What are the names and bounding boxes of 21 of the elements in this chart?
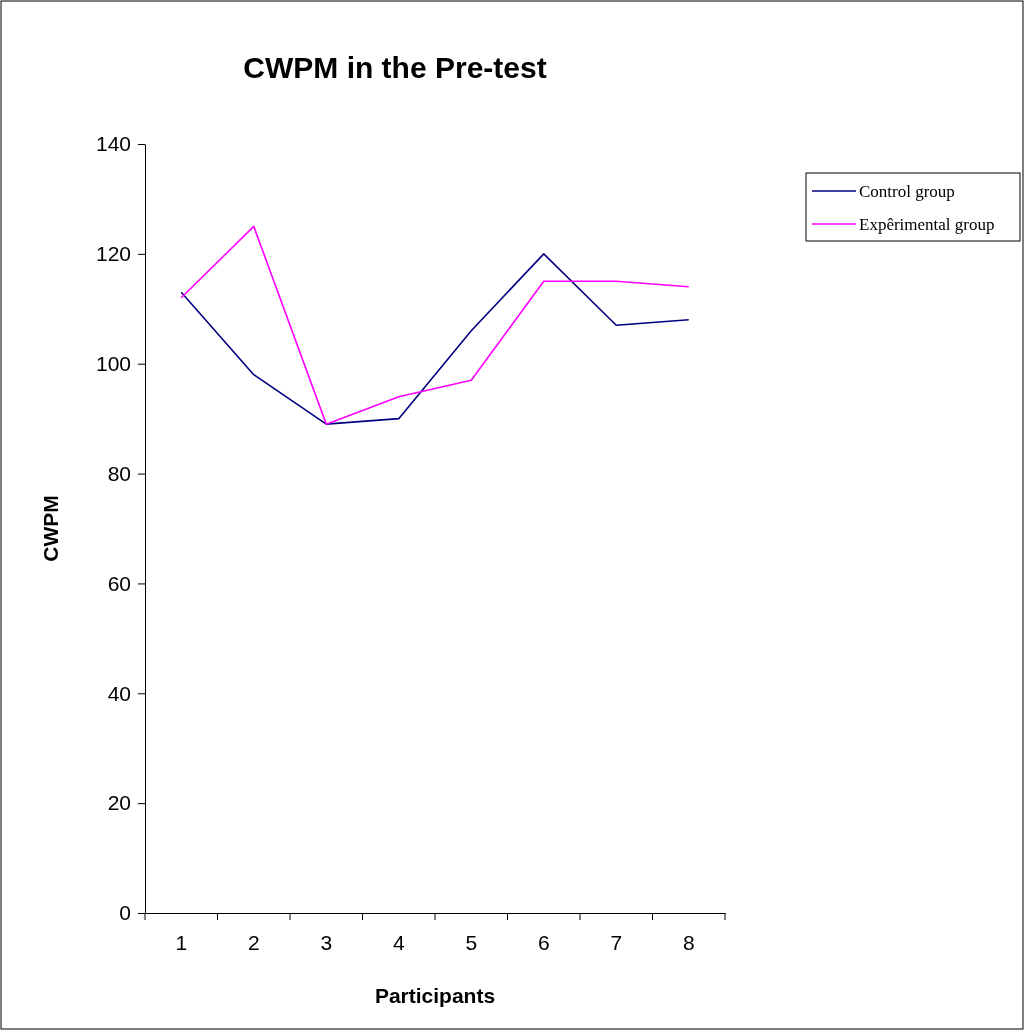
- y-tick-label: 40: [107, 681, 131, 705]
- y-tick-label: 80: [107, 461, 131, 485]
- y-tick-label: 100: [95, 351, 131, 375]
- x-axis-title: Participants: [374, 984, 496, 1007]
- y-tick-label: 120: [95, 242, 131, 266]
- y-axis-title: CWPM: [39, 495, 62, 562]
- chart-title: CWPM in the Pre-test: [243, 51, 547, 84]
- y-tick-label: 20: [107, 791, 131, 815]
- x-tick-label: 7: [610, 930, 623, 954]
- legend-label: Expêrimental group: [859, 215, 995, 234]
- x-tick-label: 1: [175, 930, 188, 954]
- x-tick-label: 3: [320, 930, 333, 954]
- x-tick-label: 6: [537, 930, 550, 954]
- x-tick-label: 4: [392, 930, 405, 954]
- x-tick-label: 8: [682, 930, 695, 954]
- y-tick-label: 0: [119, 901, 131, 925]
- x-tick-label: 2: [247, 930, 260, 954]
- y-tick-label: 60: [107, 571, 131, 595]
- legend-label: Control group: [859, 182, 955, 201]
- y-tick-label: 140: [95, 132, 131, 156]
- x-tick-label: 5: [465, 930, 478, 954]
